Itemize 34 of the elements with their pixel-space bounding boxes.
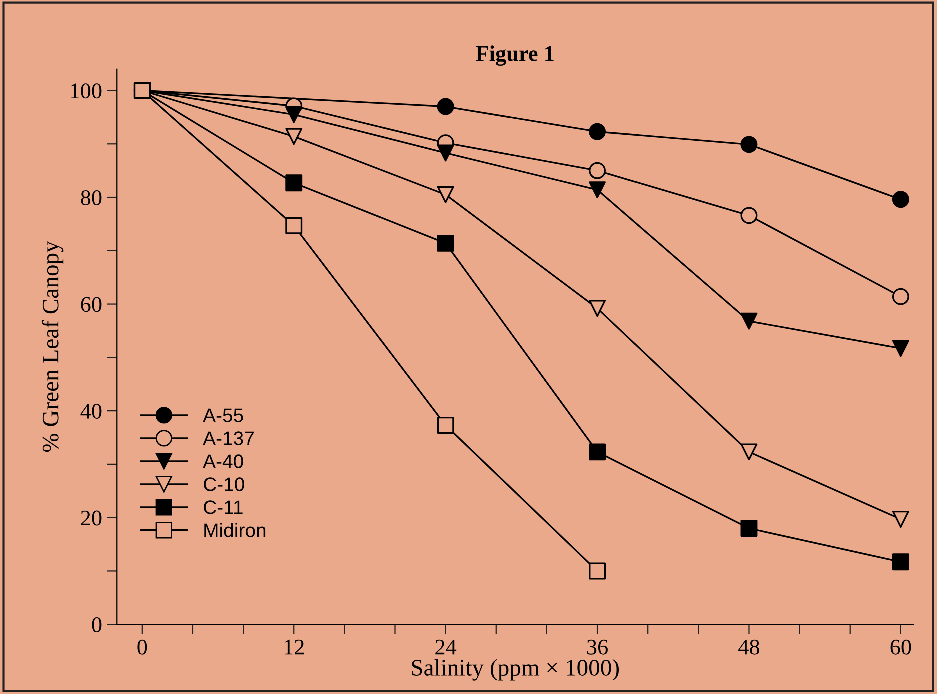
point bbox=[437, 144, 454, 162]
x-tick-label: 0 bbox=[138, 640, 148, 655]
legend-label: C-11 bbox=[204, 500, 243, 514]
point bbox=[740, 520, 758, 537]
y-tick-label: 0 bbox=[92, 618, 102, 633]
legend-label: Midiron bbox=[204, 523, 266, 538]
point bbox=[589, 562, 606, 580]
x-tick-label: 12 bbox=[284, 640, 304, 655]
point bbox=[286, 174, 303, 192]
x-tick-label: 24 bbox=[436, 640, 457, 655]
y-tick-label: 80 bbox=[81, 190, 102, 206]
x-tick-label: 36 bbox=[587, 640, 608, 655]
x-tick-label: 48 bbox=[738, 640, 760, 655]
point bbox=[740, 312, 758, 330]
y-tick-label: 20 bbox=[81, 510, 102, 526]
point bbox=[286, 106, 303, 124]
legend-label: C-10 bbox=[204, 478, 244, 492]
point bbox=[286, 217, 303, 234]
y-tick-label: 100 bbox=[71, 84, 102, 99]
point bbox=[589, 444, 606, 461]
chart-title: Figure 1 bbox=[476, 46, 554, 66]
point bbox=[437, 417, 454, 434]
legend-label: A-40 bbox=[203, 454, 244, 468]
point bbox=[892, 340, 910, 358]
x-tick-label: 60 bbox=[890, 640, 912, 655]
x-axis-title: Salinity (ppm × 1000) bbox=[412, 659, 620, 681]
point bbox=[437, 234, 454, 252]
legend-label: A-137 bbox=[203, 432, 254, 446]
y-tick-label: 40 bbox=[80, 404, 102, 419]
point bbox=[589, 182, 606, 199]
y-tick-label: 60 bbox=[81, 297, 102, 312]
legend-label: A-55 bbox=[203, 408, 244, 422]
y-axis-title: % Green Leaf Canopy bbox=[42, 241, 64, 452]
point bbox=[892, 554, 910, 571]
